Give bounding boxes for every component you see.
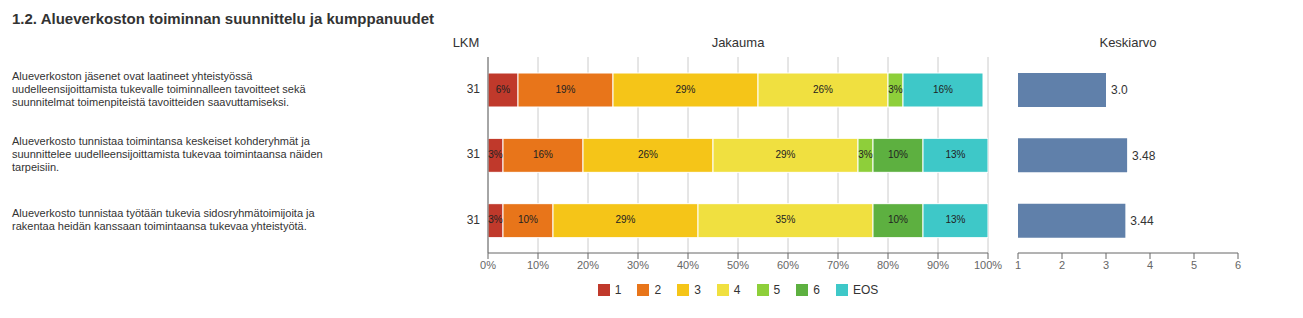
- svg-text:3%: 3%: [488, 149, 503, 160]
- svg-text:3.48: 3.48: [1132, 149, 1156, 163]
- svg-text:31: 31: [467, 82, 481, 96]
- svg-text:3.0: 3.0: [1111, 83, 1128, 97]
- svg-text:4: 4: [1147, 259, 1153, 271]
- html-text:6: 6: [813, 283, 820, 297]
- svg-text:80%: 80%: [877, 259, 899, 271]
- html-text:LKM: LKM: [452, 35, 480, 50]
- svg-text:3%: 3%: [858, 149, 873, 160]
- svg-text:35%: 35%: [775, 214, 795, 225]
- html-text:2: 2: [654, 283, 662, 297]
- svg-text:16%: 16%: [933, 84, 953, 95]
- svg-text:50%: 50%: [727, 259, 749, 271]
- svg-text:10%: 10%: [888, 149, 908, 160]
- svg-text:26%: 26%: [813, 84, 833, 95]
- svg-text:6: 6: [1235, 259, 1241, 271]
- svg-text:100%: 100%: [974, 259, 1002, 271]
- svg-text:6%: 6%: [496, 84, 511, 95]
- svg-text:3%: 3%: [888, 84, 903, 95]
- html-text:1.2. Alueverkoston toiminnan s: 1.2. Alueverkoston toiminnan suunnittelu…: [12, 10, 434, 27]
- svg-text:40%: 40%: [677, 259, 699, 271]
- svg-text:31: 31: [467, 213, 481, 227]
- html-text:Keskiarvo: Keskiarvo: [1099, 35, 1157, 50]
- svg-text:16%: 16%: [533, 149, 553, 160]
- svg-text:31: 31: [467, 147, 481, 161]
- svg-text:2: 2: [1059, 259, 1065, 271]
- svg-text:10%: 10%: [527, 259, 549, 271]
- svg-text:19%: 19%: [555, 84, 575, 95]
- svg-text:29%: 29%: [615, 214, 635, 225]
- svg-text:90%: 90%: [927, 259, 949, 271]
- svg-text:29%: 29%: [675, 84, 695, 95]
- html-text:Jakauma: Jakauma: [711, 35, 765, 50]
- svg-text:Alueverkosto tunnistaa työtään: Alueverkosto tunnistaa työtään tukevia s…: [12, 207, 316, 232]
- svg-text:20%: 20%: [577, 259, 599, 271]
- html-text:1: 1: [614, 283, 622, 297]
- svg-text:3: 3: [1103, 259, 1109, 271]
- html-text:5: 5: [773, 283, 781, 297]
- html-text:3: 3: [694, 283, 701, 297]
- svg-text:Alueverkoston jäsenet ovat laa: Alueverkoston jäsenet ovat laatineet yht…: [12, 70, 306, 108]
- svg-text:3%: 3%: [488, 214, 503, 225]
- svg-text:70%: 70%: [827, 259, 849, 271]
- svg-text:0%: 0%: [480, 259, 496, 271]
- svg-text:13%: 13%: [945, 214, 965, 225]
- html-text:4: 4: [733, 283, 741, 297]
- svg-text:10%: 10%: [518, 214, 538, 225]
- svg-text:60%: 60%: [777, 259, 799, 271]
- svg-text:26%: 26%: [638, 149, 658, 160]
- html-text:EOS: EOS: [852, 283, 879, 297]
- svg-text:30%: 30%: [627, 259, 649, 271]
- svg-text:Alueverkosto tunnistaa toimint: Alueverkosto tunnistaa toimintansa keske…: [12, 135, 323, 173]
- svg-text:5: 5: [1191, 259, 1197, 271]
- svg-text:1: 1: [1015, 259, 1021, 271]
- svg-text:10%: 10%: [888, 214, 908, 225]
- svg-text:29%: 29%: [775, 149, 795, 160]
- svg-text:13%: 13%: [945, 149, 965, 160]
- svg-text:3.44: 3.44: [1130, 214, 1154, 228]
